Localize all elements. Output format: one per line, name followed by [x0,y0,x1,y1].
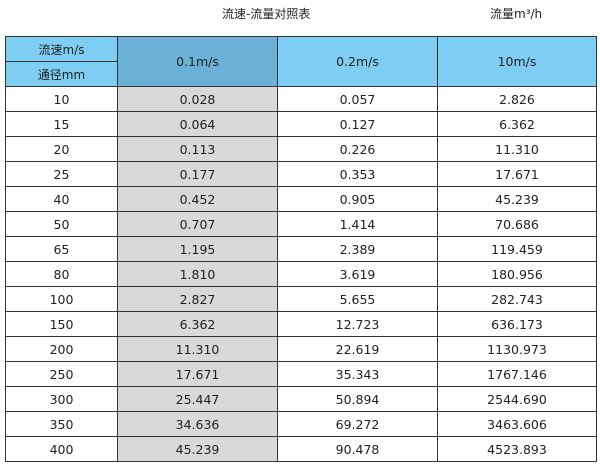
flow-cell: 11.310 [117,336,278,362]
table-row: 350 34.636 69.272 3463.606 [5,411,597,437]
diameter-cell: 65 [5,236,118,262]
flow-cell: 282.743 [437,286,597,312]
diameter-cell: 350 [5,411,118,437]
flow-cell: 0.127 [277,111,438,137]
table-row: 100 2.827 5.655 282.743 [5,286,597,312]
diameter-cell: 10 [5,86,118,112]
diameter-cell: 100 [5,286,118,312]
flow-cell: 69.272 [277,411,438,437]
table-row: 150 6.362 12.723 636.173 [5,311,597,337]
flow-cell: 1.195 [117,236,278,262]
flow-cell: 50.894 [277,386,438,412]
flow-cell: 0.707 [117,211,278,237]
table-row: 40 0.452 0.905 45.239 [5,186,597,212]
flow-cell: 3463.606 [437,411,597,437]
flow-cell: 22.619 [277,336,438,362]
flow-cell: 0.057 [277,86,438,112]
flow-cell: 0.177 [117,161,278,187]
diameter-cell: 80 [5,261,118,287]
flow-cell: 17.671 [437,161,597,187]
flow-cell: 6.362 [117,311,278,337]
flow-cell: 17.671 [117,361,278,387]
flow-cell: 636.173 [437,311,597,337]
flow-cell: 11.310 [437,136,597,162]
flow-cell: 4523.893 [437,436,597,462]
flow-cell: 35.343 [277,361,438,387]
flow-table: 流速m/s 0.1m/s 0.2m/s 10m/s 通径mm 10 0.028 0.… [5,36,597,462]
flow-cell: 0.226 [277,136,438,162]
diameter-cell: 50 [5,211,118,237]
flow-cell: 3.619 [277,261,438,287]
flow-cell: 0.905 [277,186,438,212]
flow-cell: 1.414 [277,211,438,237]
flow-cell: 70.686 [437,211,597,237]
flow-cell: 1.810 [117,261,278,287]
column-header: 10m/s [437,36,597,87]
flow-cell: 1130.973 [437,336,597,362]
table-row: 65 1.195 2.389 119.459 [5,236,597,262]
flow-cell: 5.655 [277,286,438,312]
flow-cell: 6.362 [437,111,597,137]
flow-cell: 0.353 [277,161,438,187]
velocity-header: 流速m/s [5,36,118,62]
diameter-cell: 400 [5,436,118,462]
table-row: 50 0.707 1.414 70.686 [5,211,597,237]
diameter-cell: 40 [5,186,118,212]
flow-cell: 0.028 [117,86,278,112]
column-header: 0.1m/s [117,36,278,87]
table-row: 20 0.113 0.226 11.310 [5,136,597,162]
flow-cell: 34.636 [117,411,278,437]
diameter-cell: 15 [5,111,118,137]
diameter-cell: 20 [5,136,118,162]
flow-cell: 0.064 [117,111,278,137]
diameter-cell: 150 [5,311,118,337]
flow-cell: 45.239 [117,436,278,462]
flow-cell: 12.723 [277,311,438,337]
table-row: 250 17.671 35.343 1767.146 [5,361,597,387]
table-row: 25 0.177 0.353 17.671 [5,161,597,187]
diameter-header: 通径mm [5,61,118,87]
diameter-cell: 250 [5,361,118,387]
table-title: 流速-流量对照表 [222,7,311,21]
table-row: 200 11.310 22.619 1130.973 [5,336,597,362]
flow-cell: 2.826 [437,86,597,112]
diameter-cell: 300 [5,386,118,412]
unit-label: 流量m³/h [490,7,543,21]
diameter-cell: 25 [5,161,118,187]
flow-cell: 1767.146 [437,361,597,387]
flow-cell: 180.956 [437,261,597,287]
flow-cell: 2.827 [117,286,278,312]
table-row: 400 45.239 90.478 4523.893 [5,436,597,462]
flow-cell: 0.452 [117,186,278,212]
table-row: 80 1.810 3.619 180.956 [5,261,597,287]
flow-cell: 25.447 [117,386,278,412]
column-header: 0.2m/s [277,36,438,87]
flow-cell: 119.459 [437,236,597,262]
table-row: 300 25.447 50.894 2544.690 [5,386,597,412]
table-row: 10 0.028 0.057 2.826 [5,86,597,112]
flow-cell: 2544.690 [437,386,597,412]
flow-cell: 2.389 [277,236,438,262]
flow-cell: 0.113 [117,136,278,162]
diameter-cell: 200 [5,336,118,362]
flow-cell: 90.478 [277,436,438,462]
flow-cell: 45.239 [437,186,597,212]
table-row: 15 0.064 0.127 6.362 [5,111,597,137]
